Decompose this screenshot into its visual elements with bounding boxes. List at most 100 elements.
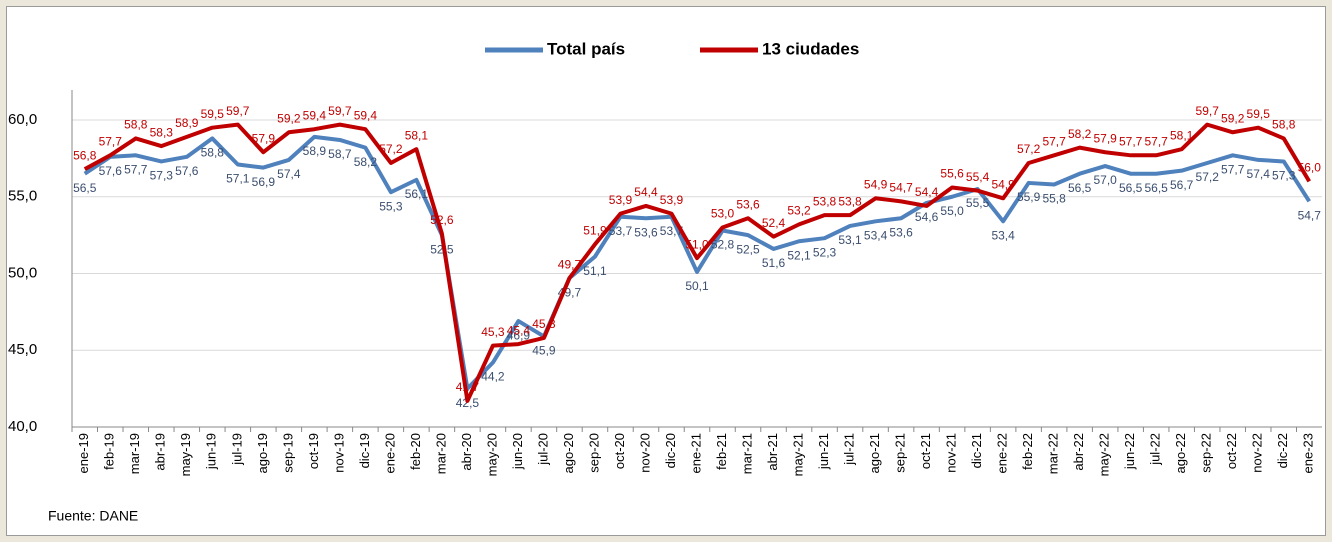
y-tick-label: 40,0 (8, 418, 37, 435)
data-label: 56,1 (405, 187, 429, 201)
x-tick-label: mar-21 (739, 433, 754, 474)
data-label: 57,2 (379, 142, 403, 156)
x-tick-label: abr-21 (765, 433, 780, 471)
x-tick-label: oct-19 (306, 433, 321, 469)
data-label: 59,4 (354, 108, 378, 122)
x-tick-label: nov-19 (331, 433, 346, 473)
data-label: 52,6 (430, 213, 454, 227)
data-label: 57,9 (1093, 131, 1117, 145)
data-label: 45,8 (532, 317, 556, 331)
data-label: 51,6 (762, 256, 786, 270)
data-label: 52,3 (813, 245, 837, 259)
data-label: 53,6 (634, 225, 658, 239)
x-tick-label: jul-19 (229, 433, 244, 466)
data-label: 51,1 (583, 264, 607, 278)
x-tick-label: nov-20 (637, 433, 652, 473)
x-tick-label: may-21 (790, 433, 805, 476)
x-tick-label: dic-20 (663, 433, 678, 468)
x-tick-label: ene-19 (76, 433, 91, 473)
data-label: 53,6 (889, 225, 913, 239)
x-tick-label: ago-21 (867, 433, 882, 473)
data-label: 53,9 (660, 193, 684, 207)
x-tick-label: ene-21 (688, 433, 703, 473)
x-tick-label: jun-22 (1122, 433, 1137, 470)
data-label: 52,5 (736, 242, 760, 256)
data-label: 58,7 (328, 147, 352, 161)
y-tick-label: 45,0 (8, 341, 37, 358)
data-label: 55,9 (1017, 190, 1041, 204)
y-tick-label: 60,0 (8, 111, 37, 128)
y-tick-label: 50,0 (8, 264, 37, 281)
data-label: 55,3 (379, 199, 403, 213)
data-label: 55,6 (940, 167, 964, 181)
x-tick-label: ene-22 (995, 433, 1010, 473)
data-label: 57,3 (1272, 169, 1296, 183)
data-label: 50,1 (685, 279, 709, 293)
data-label: 59,7 (226, 104, 250, 118)
data-label: 59,2 (1221, 111, 1245, 125)
x-tick-label: dic-21 (969, 433, 984, 468)
data-label: 57,7 (124, 162, 148, 176)
x-tick-label: oct-22 (1224, 433, 1239, 469)
data-label: 57,6 (99, 164, 123, 178)
data-label: 57,6 (175, 164, 199, 178)
data-label: 51,0 (685, 237, 709, 251)
data-label: 53,6 (736, 197, 760, 211)
x-tick-label: jun-21 (816, 433, 831, 470)
data-label: 59,5 (201, 107, 225, 121)
data-label: 52,5 (430, 242, 454, 256)
x-tick-label: feb-20 (408, 433, 423, 470)
data-label: 49,7 (558, 257, 582, 271)
x-tick-label: ene-23 (1301, 433, 1316, 473)
data-label: 53,7 (609, 224, 633, 238)
data-label: 58,8 (201, 146, 225, 160)
x-tick-label: sep-19 (280, 433, 295, 473)
data-label: 55,4 (966, 170, 990, 184)
x-tick-label: sep-20 (586, 433, 601, 473)
data-label: 57,7 (1119, 134, 1143, 148)
data-label: 53,1 (838, 233, 862, 247)
x-tick-label: dic-22 (1275, 433, 1290, 468)
data-label: 53,0 (711, 207, 735, 221)
x-tick-label: jun-20 (510, 433, 525, 470)
data-label: 57,2 (1196, 170, 1220, 184)
y-tick-label: 55,0 (8, 188, 37, 205)
legend-label: 13 ciudades (762, 39, 859, 58)
data-label: 56,5 (1145, 181, 1169, 195)
x-tick-label: may-22 (1097, 433, 1112, 476)
data-label: 57,7 (1042, 134, 1066, 148)
data-label: 54,9 (991, 177, 1015, 191)
data-label: 53,2 (787, 204, 811, 218)
series-line (83, 122, 1311, 403)
data-label: 59,5 (1247, 107, 1271, 121)
x-tick-label: nov-21 (944, 433, 959, 473)
x-tick-label: jun-19 (204, 433, 219, 470)
x-tick-label: sep-21 (893, 433, 908, 473)
data-label: 45,3 (481, 325, 505, 339)
data-label: 54,6 (915, 210, 939, 224)
x-tick-label: jul-20 (535, 433, 550, 466)
data-label: 57,1 (226, 172, 250, 186)
x-tick-label: mar-22 (1046, 433, 1061, 474)
data-label: 53,8 (838, 194, 862, 208)
data-label: 56,7 (1170, 178, 1194, 192)
source: Fuente: DANE (48, 508, 138, 524)
data-label: 59,2 (277, 111, 301, 125)
data-label: 57,2 (1017, 142, 1041, 156)
data-label: 54,4 (634, 185, 658, 199)
x-tick-label: ago-20 (561, 433, 576, 473)
x-tick-label: may-20 (484, 433, 499, 476)
data-label: 56,5 (1119, 181, 1143, 195)
data-label: 58,8 (124, 118, 148, 132)
data-label: 54,7 (1298, 209, 1322, 223)
x-tick-label: dic-19 (357, 433, 372, 468)
data-label: 54,4 (915, 185, 939, 199)
data-label: 56,9 (252, 175, 276, 189)
data-label: 56,8 (73, 148, 97, 162)
x-tick-label: ene-20 (382, 433, 397, 473)
x-tick-label: jul-22 (1148, 433, 1163, 466)
x-tick-label: sep-22 (1199, 433, 1214, 473)
x-tick-label: may-19 (178, 433, 193, 476)
data-label: 57,7 (99, 134, 123, 148)
